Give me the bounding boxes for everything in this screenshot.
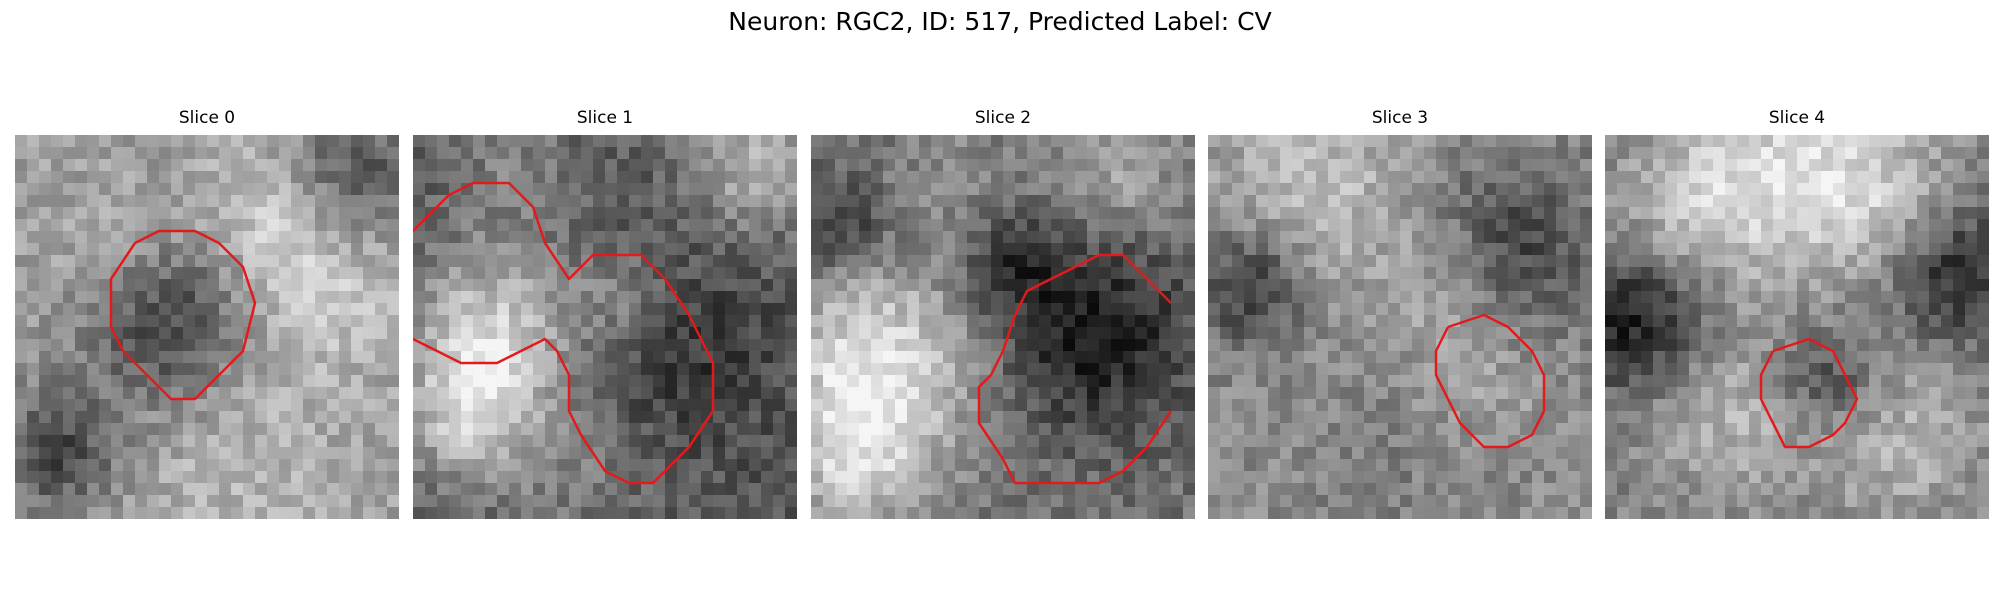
slice-title: Slice 2	[974, 108, 1032, 128]
segmentation-outline	[109, 229, 257, 401]
slice-title: Slice 1	[576, 108, 634, 128]
segmentation-outline	[977, 253, 1173, 485]
slice-title: Slice 4	[1768, 108, 1826, 128]
slice-image-3	[1208, 135, 1592, 519]
slice-image-2	[811, 135, 1195, 519]
segmentation-outline	[413, 181, 715, 485]
slice-image-0	[15, 135, 399, 519]
segmentation-outline	[1434, 313, 1546, 449]
figure-title: Neuron: RGC2, ID: 517, Predicted Label: …	[728, 7, 1272, 36]
slice-image-4	[1605, 135, 1989, 519]
segmentation-outline	[1759, 337, 1859, 449]
slice-title: Slice 3	[1371, 108, 1429, 128]
slice-image-1	[413, 135, 797, 519]
slice-title: Slice 0	[178, 108, 236, 128]
